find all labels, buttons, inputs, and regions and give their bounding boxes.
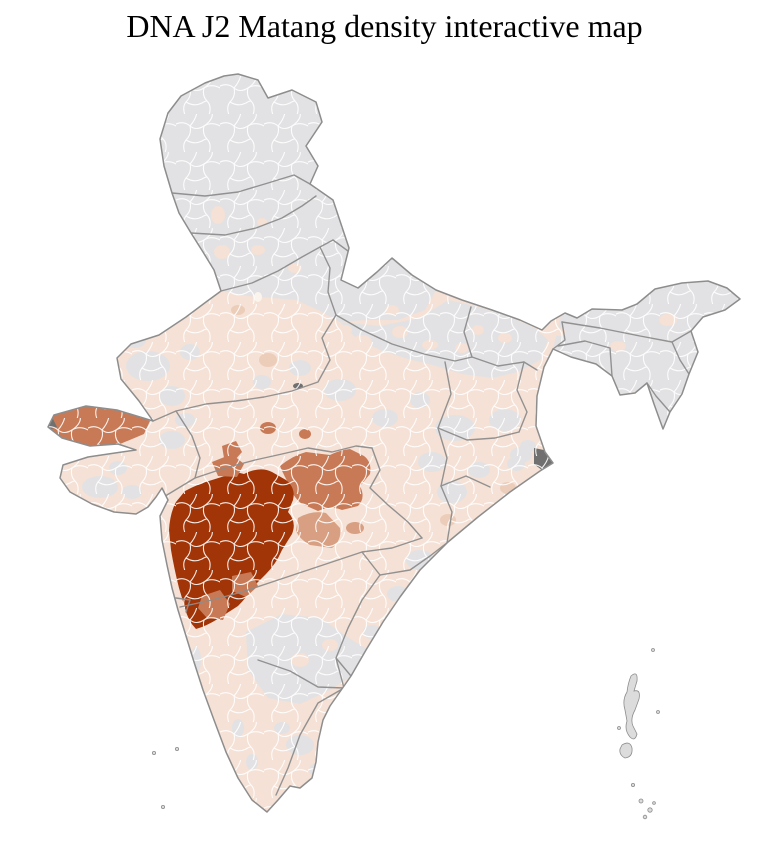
nicobar-island-dot[interactable] <box>638 798 644 804</box>
nicobar-island-dot[interactable] <box>631 783 636 788</box>
district[interactable] <box>163 269 187 287</box>
islands: Andaman & Nicobar islands <box>151 648 660 820</box>
nicobar-island-dot[interactable] <box>642 814 648 820</box>
nicobar-island-dot[interactable] <box>647 807 653 813</box>
andaman-island[interactable] <box>619 742 633 759</box>
nicobar-island-dot[interactable] <box>652 801 656 805</box>
lakshadweep-island-dot[interactable] <box>151 751 156 756</box>
andaman-island-dot[interactable] <box>651 648 655 652</box>
country-outline <box>47 73 741 813</box>
page-title: DNA J2 Matang density interactive map <box>126 8 643 44</box>
lakshadweep-island-dot[interactable] <box>174 747 179 752</box>
andaman-island-dot[interactable] <box>617 726 621 730</box>
lakshadweep-island-dot[interactable] <box>160 805 165 810</box>
andaman-island-dot[interactable] <box>656 710 660 714</box>
state-borders <box>152 174 692 796</box>
andaman-main-island[interactable]: Andaman & Nicobar islands <box>623 673 640 740</box>
